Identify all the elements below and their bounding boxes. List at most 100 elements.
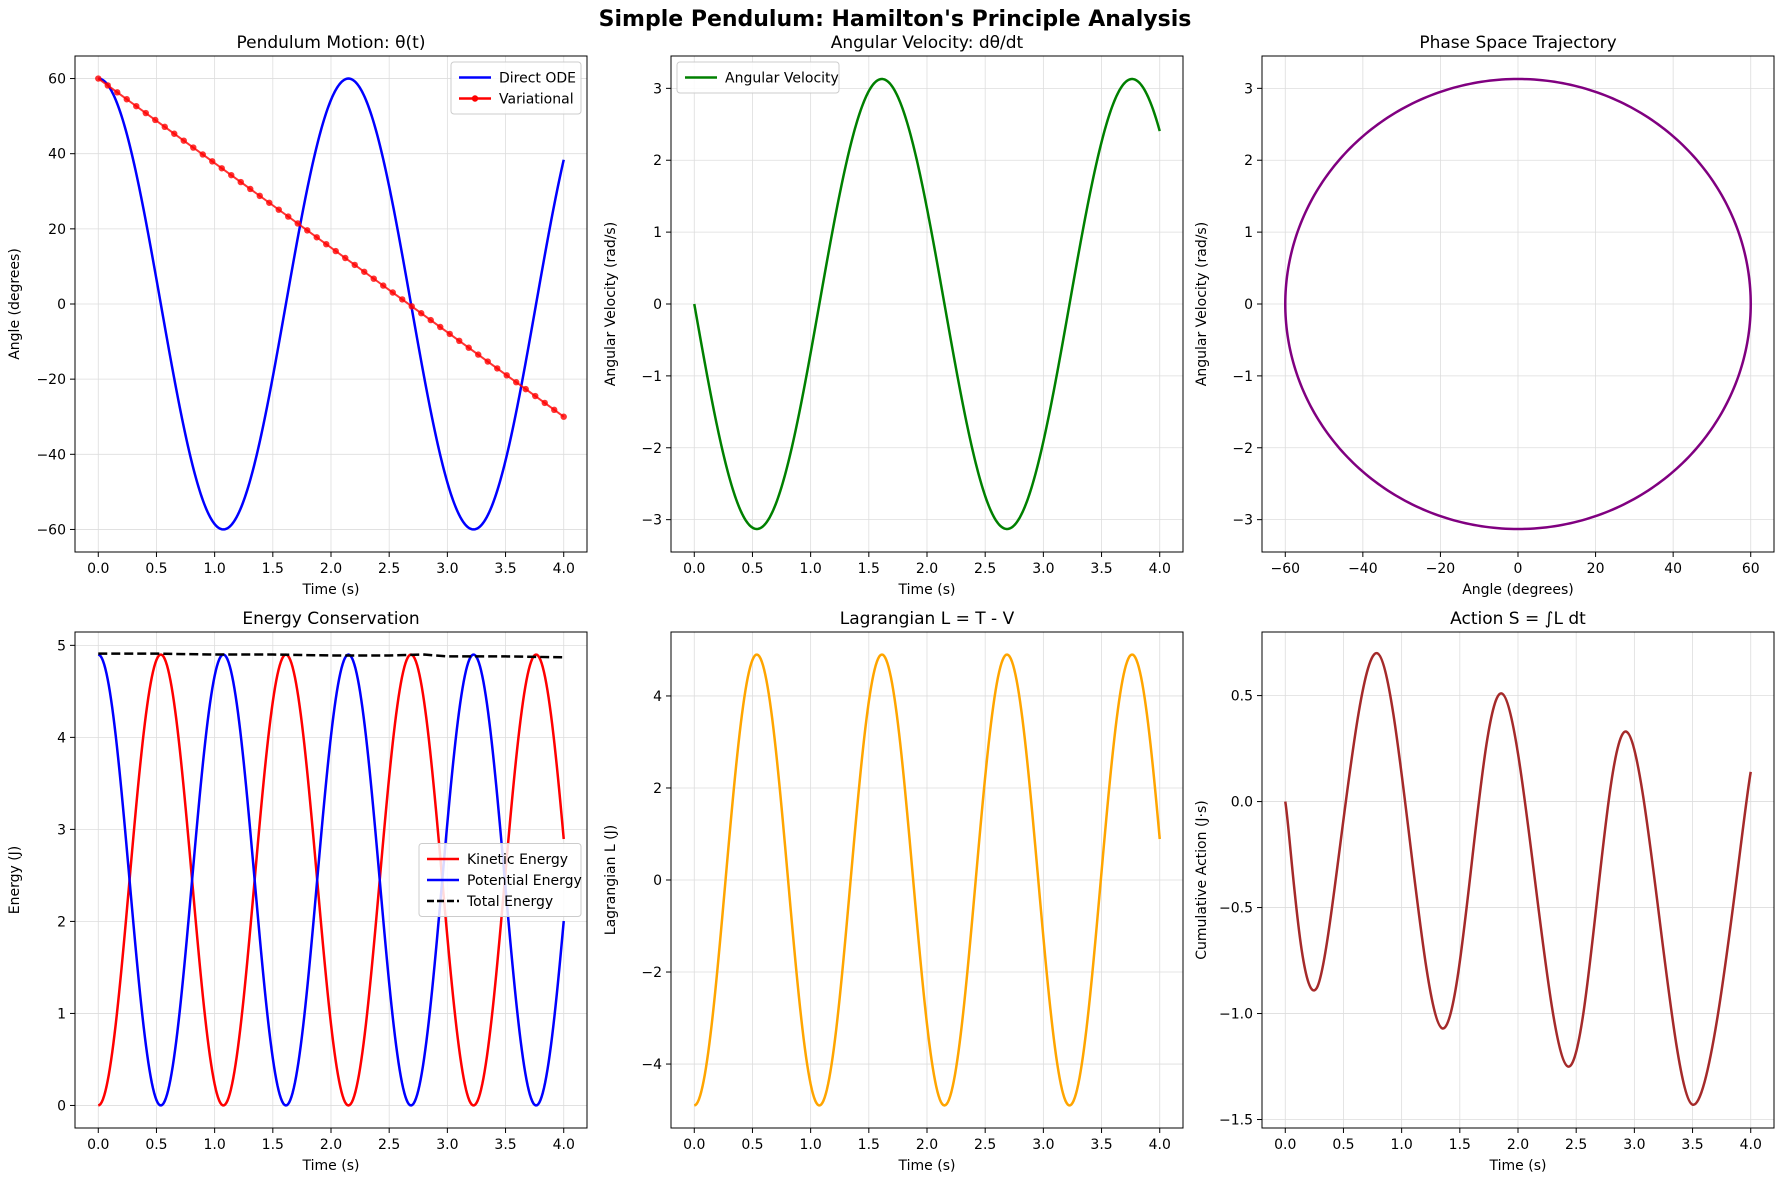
plot-area [1284,651,1752,1106]
legend-label: Direct ODE [499,71,576,87]
y-tick-label: −4 [641,1057,662,1073]
y-tick-label: 1 [653,225,662,241]
data-point [199,151,206,158]
x-tick-label: 4.0 [553,561,575,577]
data-point [351,261,358,269]
legend: Angular Velocity [676,61,840,94]
legend-label: Angular Velocity [725,71,839,87]
data-point [180,137,187,144]
x-tick-label: 2.5 [378,561,400,577]
series-line-1 [693,77,1161,531]
legend-box [418,843,582,917]
legend-box [676,61,840,94]
data-point [380,282,387,289]
y-axis-label: Energy (J) [7,846,23,915]
data-point [152,116,159,124]
x-tick-label: 3.5 [494,1137,516,1153]
data-point [361,268,368,275]
data-point [418,310,425,317]
x-tick-label: 40 [1664,561,1682,577]
legend-label: Potential Energy [467,873,582,889]
x-axis-label: Angle (degrees) [1462,582,1574,598]
x-tick-label: 1.0 [204,1137,226,1153]
legend-label: Variational [499,92,574,108]
data-point [399,296,406,303]
data-point [475,351,482,358]
grid [75,632,587,1128]
data-point [171,130,178,137]
y-tick-label: 3 [57,822,66,838]
data-point [551,406,558,414]
legend-box [450,61,582,115]
data-point [142,109,149,117]
x-tick-label: 1.5 [858,561,880,577]
data-point [532,392,539,400]
y-tick-label: 20 [48,222,66,238]
x-tick-label: −40 [1348,561,1378,577]
panel-5: 0.0 0.5 1.0 1.5 2.0 2.5 3.0 3.5 4.0 −4 −2 0 2 4 Lagran… [603,609,1184,1174]
grid [75,56,587,552]
x-tick-label: 3.5 [1090,1137,1112,1153]
plot-area [95,75,567,531]
series-line-1 [693,653,1161,1107]
y-tick-label: −40 [36,447,66,463]
panel-title: Energy Conservation [242,609,419,629]
data-point [209,158,216,165]
data-point [104,82,111,89]
x-tick-label: 1.5 [262,1137,284,1153]
x-axis-label: Time (s) [302,1158,360,1174]
x-tick-label: 4.0 [553,1137,575,1153]
grid [1262,632,1774,1128]
data-point [237,178,244,186]
x-tick-label: 60 [1742,561,1760,577]
x-tick-label: 0.0 [1274,1137,1296,1153]
x-tick-label: 1.0 [800,1137,822,1153]
legend: Direct ODE Variational [450,61,582,115]
x-tick-label: −20 [1426,561,1456,577]
y-tick-label: −1 [1232,369,1253,385]
data-point [161,123,168,131]
x-tick-label: 0.0 [683,561,705,577]
x-tick-label: 1.5 [1449,1137,1471,1153]
data-point [285,213,292,220]
data-point [503,372,510,379]
panel-3: −60 −40 −20 0 20 40 60 −3 −2 −1 0 1 2 3 Phase Space Tr… [1194,33,1775,598]
x-tick-label: 3.5 [494,561,516,577]
plot-area [97,652,565,1107]
x-tick-label: 1.0 [204,561,226,577]
data-point [218,165,225,172]
x-tick-label: 3.0 [1623,1137,1645,1153]
x-tick-label: 2.0 [916,561,938,577]
y-tick-label: 0.5 [1231,689,1253,705]
y-tick-label: −3 [1232,513,1253,529]
series-line-1 [97,653,565,1107]
x-tick-label: 3.5 [1681,1137,1703,1153]
x-tick-label: 1.5 [858,1137,880,1153]
y-axis-label: Angular Velocity (rad/s) [1194,222,1210,386]
data-point [304,227,311,234]
y-tick-label: 40 [48,147,66,163]
grid [1262,56,1774,552]
panel-4: 0.0 0.5 1.0 1.5 2.0 2.5 3.0 3.5 4.0 0 1 2 3 4 5 Energy … [7,609,588,1174]
y-tick-label: −60 [36,522,66,538]
data-point [190,144,197,151]
data-point [427,316,434,324]
y-tick-label: 4 [57,730,66,746]
data-point [266,199,273,206]
figure-title: Simple Pendulum: Hamilton's Principle An… [599,7,1192,32]
data-point [114,89,121,96]
panel-6: 0.0 0.5 1.0 1.5 2.0 2.5 3.0 3.5 4.0 −1.5 −1.0 −0.5 0… [1194,609,1775,1174]
y-tick-label: −1.0 [1219,1007,1253,1023]
series-line-1 [1284,651,1752,1106]
data-point [560,413,567,420]
series-line-1 [98,77,565,531]
y-tick-label: −20 [36,372,66,388]
y-tick-label: 0 [57,1098,66,1114]
x-tick-label: 1.0 [800,561,822,577]
data-point [370,275,377,282]
data-point [522,385,529,393]
x-tick-label: 4.0 [1149,561,1171,577]
data-point [408,303,415,310]
plot-area [693,653,1161,1107]
plot-area [1284,77,1752,531]
